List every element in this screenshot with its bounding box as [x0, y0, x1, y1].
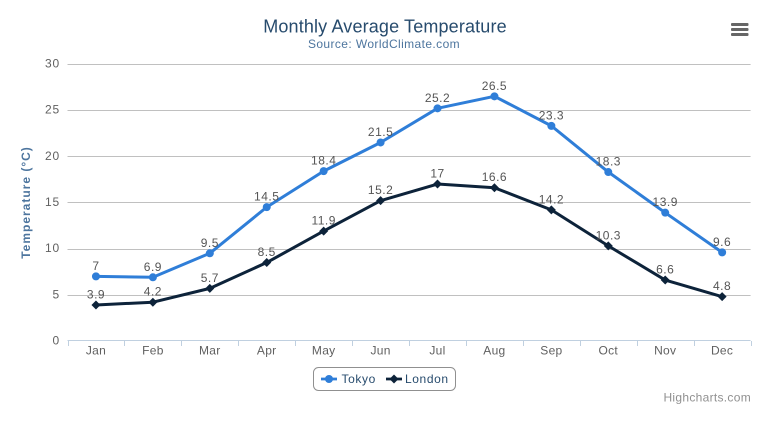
svg-text:4.8: 4.8 [713, 279, 731, 293]
svg-text:Mar: Mar [199, 344, 221, 358]
svg-text:4.2: 4.2 [144, 285, 162, 299]
svg-text:6.9: 6.9 [144, 260, 162, 274]
svg-text:14.5: 14.5 [254, 190, 279, 204]
svg-text:Jun: Jun [370, 344, 390, 358]
svg-text:Aug: Aug [483, 344, 505, 358]
svg-text:Oct: Oct [599, 344, 619, 358]
svg-text:May: May [312, 344, 336, 358]
svg-text:25.2: 25.2 [425, 91, 450, 105]
svg-text:8.5: 8.5 [258, 245, 276, 259]
svg-text:Jul: Jul [429, 344, 445, 358]
svg-text:Dec: Dec [711, 344, 733, 358]
svg-text:7: 7 [92, 259, 99, 273]
svg-text:Sep: Sep [540, 344, 562, 358]
svg-text:6.6: 6.6 [656, 263, 674, 277]
svg-text:14.2: 14.2 [539, 192, 564, 206]
svg-text:Highcharts.com: Highcharts.com [663, 391, 751, 405]
svg-text:16.6: 16.6 [482, 170, 507, 184]
svg-text:Nov: Nov [654, 344, 676, 358]
svg-text:26.5: 26.5 [482, 79, 507, 93]
svg-text:21.5: 21.5 [368, 125, 393, 139]
svg-text:Feb: Feb [142, 344, 164, 358]
svg-text:5: 5 [53, 287, 60, 301]
svg-text:5.7: 5.7 [201, 271, 219, 285]
svg-text:10: 10 [45, 241, 60, 255]
svg-text:17: 17 [430, 167, 444, 181]
svg-text:20: 20 [45, 149, 60, 163]
svg-text:18.3: 18.3 [596, 155, 621, 169]
svg-text:Source: WorldClimate.com: Source: WorldClimate.com [308, 37, 460, 51]
svg-text:13.9: 13.9 [653, 195, 678, 209]
svg-text:25: 25 [45, 103, 60, 117]
svg-text:0: 0 [53, 334, 60, 348]
svg-text:9.6: 9.6 [713, 235, 731, 249]
svg-text:Monthly Average Temperature: Monthly Average Temperature [263, 17, 507, 37]
svg-text:3.9: 3.9 [87, 288, 105, 302]
svg-text:9.5: 9.5 [201, 236, 219, 250]
svg-text:11.9: 11.9 [311, 214, 335, 228]
svg-text:Tokyo: Tokyo [342, 372, 376, 386]
svg-text:23.3: 23.3 [539, 108, 564, 122]
svg-text:15.2: 15.2 [368, 183, 393, 197]
svg-text:Apr: Apr [257, 344, 277, 358]
svg-text:London: London [405, 372, 449, 386]
svg-text:Jan: Jan [86, 344, 106, 358]
svg-text:15: 15 [45, 195, 60, 209]
svg-text:10.3: 10.3 [596, 228, 621, 242]
svg-text:Temperature (°C): Temperature (°C) [19, 146, 33, 259]
svg-text:30: 30 [45, 57, 60, 71]
svg-text:18.4: 18.4 [311, 154, 336, 168]
